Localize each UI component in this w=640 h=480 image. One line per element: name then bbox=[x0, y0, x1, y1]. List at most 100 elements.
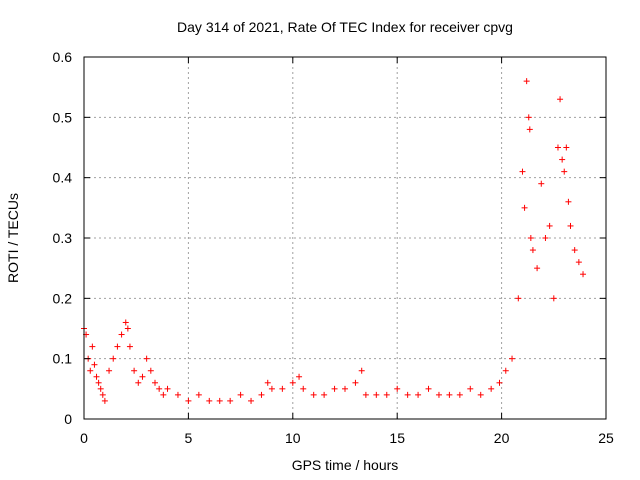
data-point bbox=[216, 397, 223, 404]
y-tick-label: 0.5 bbox=[53, 109, 73, 125]
data-point bbox=[415, 391, 422, 398]
data-point bbox=[435, 391, 442, 398]
data-point bbox=[124, 325, 131, 332]
data-point bbox=[362, 391, 369, 398]
data-point bbox=[352, 379, 359, 386]
data-point bbox=[114, 343, 121, 350]
data-point bbox=[296, 373, 303, 380]
x-tick-label: 10 bbox=[285, 430, 301, 446]
data-point bbox=[106, 367, 113, 374]
data-point bbox=[529, 247, 536, 254]
data-point bbox=[394, 385, 401, 392]
y-axis-ticks: 0 0.1 0.2 0.3 0.4 0.5 0.6 bbox=[53, 49, 606, 427]
data-point bbox=[151, 379, 158, 386]
data-point bbox=[425, 385, 432, 392]
data-point bbox=[300, 385, 307, 392]
x-axis-ticks: 0 5 10 15 20 25 bbox=[80, 57, 614, 446]
data-point bbox=[164, 385, 171, 392]
data-point bbox=[557, 96, 564, 103]
data-point bbox=[264, 379, 271, 386]
data-point bbox=[174, 391, 181, 398]
y-tick-label: 0.6 bbox=[53, 49, 73, 65]
data-point bbox=[571, 247, 578, 254]
data-point bbox=[521, 204, 528, 211]
data-point bbox=[526, 126, 533, 133]
data-point bbox=[185, 397, 192, 404]
data-point bbox=[139, 373, 146, 380]
data-point bbox=[156, 385, 163, 392]
data-point bbox=[87, 367, 94, 374]
data-point bbox=[383, 391, 390, 398]
data-point bbox=[467, 385, 474, 392]
data-point bbox=[546, 222, 553, 229]
data-point bbox=[237, 391, 244, 398]
data-point bbox=[160, 391, 167, 398]
data-point bbox=[110, 355, 117, 362]
data-point bbox=[143, 355, 150, 362]
data-point bbox=[310, 391, 317, 398]
data-point bbox=[525, 114, 532, 121]
data-point bbox=[519, 168, 526, 175]
chart-title: Day 314 of 2021, Rate Of TEC Index for r… bbox=[177, 19, 513, 35]
data-point bbox=[126, 343, 133, 350]
data-point bbox=[279, 385, 286, 392]
data-point bbox=[248, 397, 255, 404]
data-point bbox=[91, 361, 98, 368]
data-point bbox=[227, 397, 234, 404]
data-point bbox=[515, 295, 522, 302]
data-point bbox=[206, 397, 213, 404]
data-point bbox=[550, 295, 557, 302]
data-point bbox=[561, 168, 568, 175]
data-point bbox=[131, 367, 138, 374]
data-point bbox=[488, 385, 495, 392]
data-point bbox=[358, 367, 365, 374]
data-point bbox=[554, 144, 561, 151]
y-tick-label: 0.4 bbox=[53, 170, 73, 186]
data-point bbox=[258, 391, 265, 398]
x-tick-label: 25 bbox=[598, 430, 614, 446]
data-point bbox=[446, 391, 453, 398]
data-point bbox=[527, 235, 534, 241]
data-point bbox=[95, 379, 102, 386]
data-point bbox=[534, 265, 541, 272]
data-point bbox=[559, 156, 566, 163]
data-point bbox=[147, 367, 154, 374]
data-point bbox=[331, 385, 338, 392]
data-point bbox=[321, 391, 328, 398]
x-tick-label: 15 bbox=[389, 430, 405, 446]
data-point bbox=[101, 397, 108, 404]
data-points bbox=[81, 78, 587, 404]
data-point bbox=[135, 379, 142, 386]
y-tick-label: 0.1 bbox=[53, 351, 73, 367]
y-axis-label: ROTI / TECUs bbox=[5, 193, 21, 283]
data-point bbox=[538, 180, 545, 187]
data-point bbox=[99, 391, 106, 398]
y-tick-label: 0.3 bbox=[53, 230, 73, 246]
data-point bbox=[93, 373, 100, 380]
data-point bbox=[97, 385, 104, 392]
data-point bbox=[195, 391, 202, 398]
data-point bbox=[477, 391, 484, 398]
data-point bbox=[567, 222, 574, 229]
grid-lines bbox=[84, 57, 606, 419]
data-point bbox=[118, 331, 125, 338]
x-tick-label: 0 bbox=[80, 430, 88, 446]
data-point bbox=[373, 391, 380, 398]
data-point bbox=[523, 78, 530, 85]
data-point bbox=[289, 379, 296, 386]
data-point bbox=[456, 391, 463, 398]
data-point bbox=[89, 343, 96, 350]
x-tick-label: 5 bbox=[185, 430, 193, 446]
x-tick-label: 20 bbox=[494, 430, 510, 446]
data-point bbox=[268, 385, 275, 392]
data-point bbox=[509, 355, 516, 362]
x-axis-label: GPS time / hours bbox=[292, 457, 399, 473]
data-point bbox=[542, 235, 549, 241]
y-tick-label: 0 bbox=[64, 411, 72, 427]
y-tick-label: 0.2 bbox=[53, 290, 73, 306]
data-point bbox=[575, 259, 582, 266]
data-point bbox=[496, 379, 503, 386]
data-point bbox=[502, 367, 509, 374]
data-point bbox=[404, 391, 411, 398]
